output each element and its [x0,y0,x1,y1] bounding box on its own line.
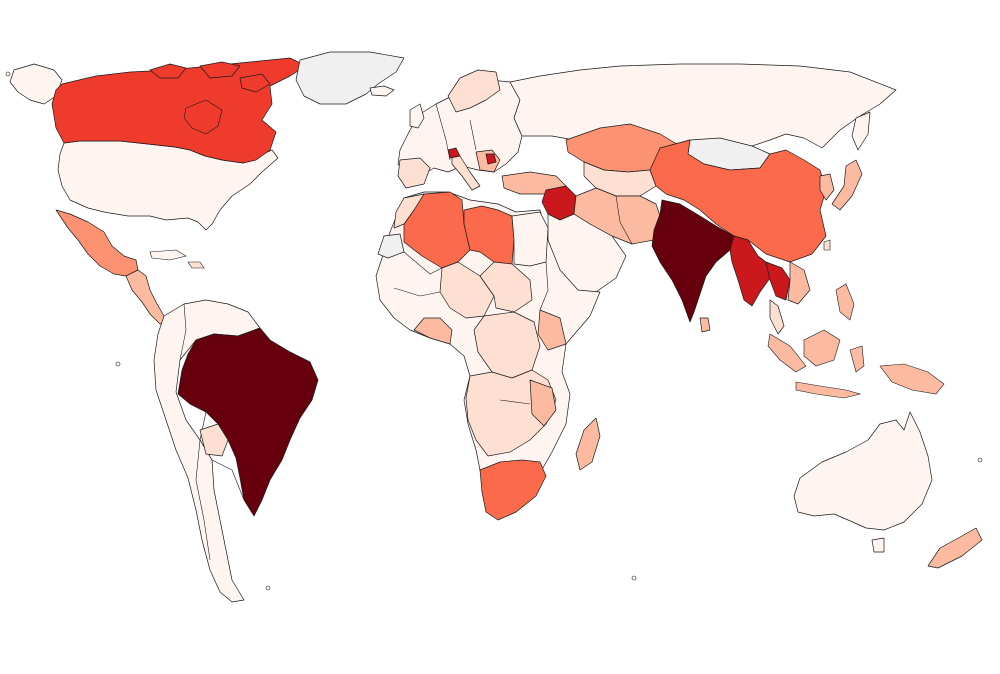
island-hispaniola [187,261,205,269]
region-malaysia [769,299,785,335]
border-angola [499,399,531,405]
region-japan [831,159,863,211]
region-western-sahara [377,233,405,259]
border-mali [393,287,441,297]
region-india [651,199,735,323]
region-morocco [393,193,425,229]
border-paraguay [211,459,245,501]
arctic-island-3 [239,73,271,93]
border-colombia [179,303,187,361]
region-thailand [765,261,791,301]
island-cuba [149,249,187,261]
region-kamchatka [851,111,871,151]
region-brazil [177,327,319,517]
region-syria [541,185,577,221]
region-new-zealand [927,527,983,569]
region-central-america [125,269,171,325]
region-egypt [511,211,549,267]
region-sumatra [767,333,807,373]
border-europe-2 [469,119,477,151]
region-scandinavia [447,69,501,113]
island-kerguelen [631,575,637,581]
island-pacific [977,457,983,463]
region-central-asia [583,161,657,197]
region-italy [451,151,481,191]
region-russia [509,63,897,151]
hudson-bay [183,99,223,135]
border-sudan [539,261,549,311]
region-east-africa [537,309,567,351]
region-philippines [835,283,855,321]
region-madagascar [575,417,601,471]
border-chile [195,439,211,561]
region-korea [819,173,835,201]
region-west-africa [413,317,453,345]
region-uk [409,103,425,129]
island-galapagos [115,361,121,367]
region-taiwan [823,239,831,251]
region-south-africa [479,459,547,521]
region-australia [793,411,933,531]
border-europe-1 [435,103,451,161]
arctic-island-1 [149,63,187,79]
arctic-island-2 [199,61,241,79]
island-falklands [265,585,271,591]
border-iran-pak [615,195,633,245]
region-myanmar [729,235,771,307]
region-borneo [803,329,841,367]
region-new-guinea [879,363,945,395]
region-iberia [397,157,431,189]
region-serbia [485,153,497,165]
border-mauritania [403,251,443,275]
island-aleutian [5,71,11,77]
region-tasmania [871,537,885,553]
region-vietnam [787,261,811,305]
region-mexico [55,209,139,277]
region-china [649,139,827,263]
region-greenland [295,51,405,105]
region-sulawesi [849,345,865,373]
region-iceland [369,85,395,97]
region-java [795,381,862,399]
region-mozambique [529,379,557,427]
region-sri-lanka [699,317,711,333]
region-alaska [9,63,63,105]
region-bolivia [199,423,229,457]
